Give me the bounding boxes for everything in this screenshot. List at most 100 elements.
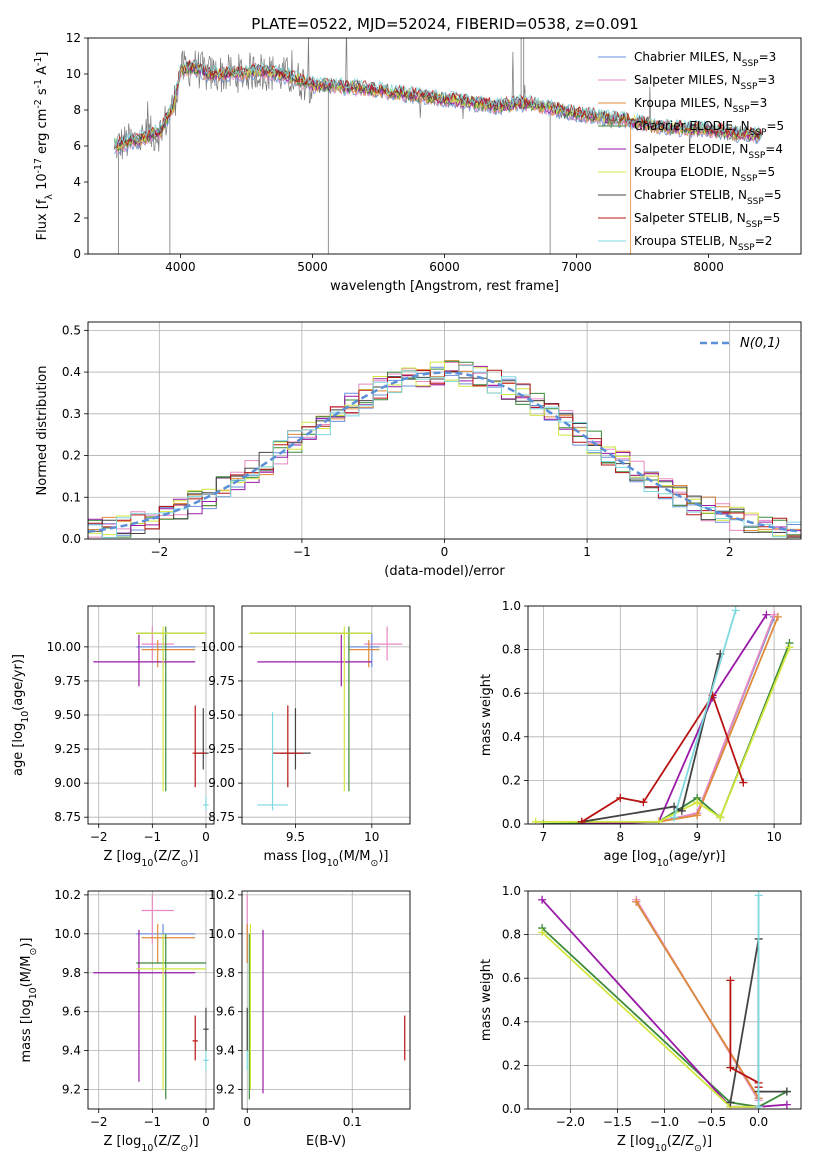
- x-tick-label: −0.5: [697, 1115, 726, 1129]
- series-marker-salpeter_stelib: [726, 1063, 735, 1072]
- x-tick-label: 4000: [165, 260, 196, 274]
- legend-label: N(0,1): [740, 336, 781, 351]
- y-axis-label-group: age [log10(age/yr)]: [11, 654, 31, 776]
- series-marker-kroupa_miles: [693, 811, 702, 820]
- point-kroupa_stelib: [257, 712, 288, 811]
- y-tick-label: 10.0: [54, 927, 81, 941]
- axes-age_vs_mass: 9.5 10 8.75 9.00 9.25 9.50 9.75 10.00 mass [log1…: [201, 605, 411, 869]
- y-axis-label: age [log10(age/yr)]: [11, 654, 31, 776]
- x-axis-label-group: (data-model)/error: [384, 564, 505, 579]
- series-marker-salpeter_stelib: [577, 817, 586, 824]
- series-marker-kroupa_elodie: [531, 817, 540, 824]
- x-tick-label: 9: [693, 830, 701, 844]
- y-tick-label: 2: [73, 211, 81, 225]
- x-tick-label: 5000: [297, 260, 328, 274]
- x-axis-label-group: mass [log10(M/M⊙)]: [264, 849, 389, 869]
- legend-label: Kroupa ELODIE, NSSP=5: [634, 165, 775, 184]
- point-kroupa_elodie: [249, 626, 372, 792]
- axes-mass_vs_EBV: 0 0.1 9.2 9.4 9.6 9.8 10.0 10.2 E(B-V): [208, 888, 411, 1149]
- histogram-kroupa_stelib: [88, 365, 801, 539]
- series-marker-kroupa_elodie: [538, 928, 547, 937]
- x-axis-label: Z [log10(Z/Z⊙)]: [103, 849, 198, 869]
- y-tick-label: 9.8: [216, 966, 235, 980]
- y-tick-label: 0.0: [62, 532, 81, 546]
- series-marker-salpeter_stelib: [726, 976, 735, 985]
- y-tick-label: 1.0: [502, 884, 521, 898]
- y-tick-label: 0.3: [62, 407, 81, 421]
- legend-label: Salpeter ELODIE, NSSP=4: [634, 142, 783, 161]
- plot-area-massweight_vs_Z: [538, 891, 791, 1109]
- y-tick-label: 10.00: [47, 640, 81, 654]
- series-line-kroupa_stelib: [673, 610, 737, 818]
- point-salpeter_miles: [364, 626, 403, 661]
- series-marker-kroupa_stelib: [754, 1102, 763, 1109]
- y-axis-label: Normed distribution: [35, 366, 50, 496]
- point-salpeter_elodie: [93, 929, 196, 1082]
- y-tick-label: 9.4: [216, 1044, 235, 1058]
- y-tick-label: 9.6: [62, 1005, 81, 1019]
- point-salpeter_stelib: [272, 705, 304, 788]
- point-kroupa_miles: [141, 924, 196, 964]
- y-tick-label: 9.75: [208, 674, 235, 688]
- spectrum-lines: [113, 38, 762, 254]
- x-tick-label: −2.0: [556, 1115, 585, 1129]
- axes-massweight_vs_age: 7 8 9 10 0.0 0.2 0.4 0.6 0.8 1.0 age [log10(age/yr…: [479, 599, 802, 869]
- y-tick-label: 10.0: [208, 927, 235, 941]
- point-kroupa_elodie: [136, 626, 206, 792]
- plot-area-mass_vs_EBV: [246, 894, 406, 1100]
- point-kroupa_miles: [141, 640, 196, 668]
- x-axis-label: wavelength [Angstrom, rest frame]: [330, 279, 559, 294]
- axes-frame: [87, 890, 215, 1110]
- x-tick-label: 7: [540, 830, 548, 844]
- y-axis-label: mass [log10(M/M⊙)]: [19, 938, 39, 1063]
- spectrum-model-kroupa_stelib: [113, 59, 762, 147]
- x-tick-label: −1: [143, 1115, 161, 1129]
- plot-area-residuals: N(0,1): [87, 336, 802, 540]
- x-tick-label: 7000: [561, 260, 592, 274]
- series-line-kroupa_miles: [635, 901, 760, 1099]
- axes-frame: [527, 605, 802, 825]
- weight-series: [538, 891, 791, 1109]
- y-tick-label: 9.00: [54, 776, 81, 790]
- x-axis-label-group: Z [log10(Z/Z⊙)]: [103, 1134, 198, 1154]
- y-tick-label: 0: [73, 247, 81, 261]
- y-tick-label: 9.00: [208, 776, 235, 790]
- y-axis-label-group: Flux [fλ 10-17 erg cm-2 s-1 A-1]: [33, 52, 55, 241]
- series-marker-salpeter_stelib: [639, 798, 648, 807]
- y-tick-label: 0.5: [62, 323, 81, 337]
- plot-area-age_vs_Z: [93, 626, 209, 811]
- y-tick-label: 0.2: [502, 773, 521, 787]
- point-chabrier_elodie: [136, 933, 206, 1100]
- y-tick-label: 10.2: [54, 888, 81, 902]
- series-marker-salpeter_stelib: [739, 778, 748, 787]
- x-tick-label: 0.1: [343, 1115, 362, 1129]
- x-tick-label: 0.0: [749, 1115, 768, 1129]
- series-marker-kroupa_elodie: [785, 643, 794, 652]
- y-axis-label: mass weight: [479, 674, 494, 756]
- y-tick-label: 0.4: [502, 1015, 521, 1029]
- y-tick-label: 9.50: [54, 708, 81, 722]
- y-axis-label-group: mass weight: [479, 674, 494, 756]
- x-tick-label: −2: [150, 545, 168, 559]
- plot-area-age_vs_mass: [249, 626, 403, 811]
- x-axis-label: (data-model)/error: [384, 564, 505, 579]
- series-marker-kroupa_stelib: [670, 813, 679, 822]
- x-tick-label: 1: [583, 545, 591, 559]
- series-marker-chabrier_stelib: [677, 806, 686, 815]
- y-tick-label: 9.75: [54, 674, 81, 688]
- x-tick-label: 8: [616, 830, 624, 844]
- series-marker-kroupa_stelib: [731, 606, 740, 615]
- series-marker-chabrier_stelib: [726, 1098, 735, 1107]
- series-marker-kroupa_miles: [632, 897, 641, 906]
- point-salpeter_elodie: [93, 634, 196, 687]
- y-tick-label: 0.2: [62, 449, 81, 463]
- point-salpeter_elodie: [257, 634, 372, 687]
- legend-label: Salpeter MILES, NSSP=3: [634, 73, 775, 92]
- y-tick-label: 0.6: [502, 971, 521, 985]
- series-line-chabrier_elodie: [541, 927, 788, 1108]
- x-tick-label: 10: [364, 830, 379, 844]
- y-tick-label: 8.75: [208, 810, 235, 824]
- axes-spectrum: Chabrier MILES, NSSP=3 Salpeter MILES, NS…: [33, 31, 802, 294]
- x-axis-label-group: Z [log10(Z/Z⊙)]: [103, 849, 198, 869]
